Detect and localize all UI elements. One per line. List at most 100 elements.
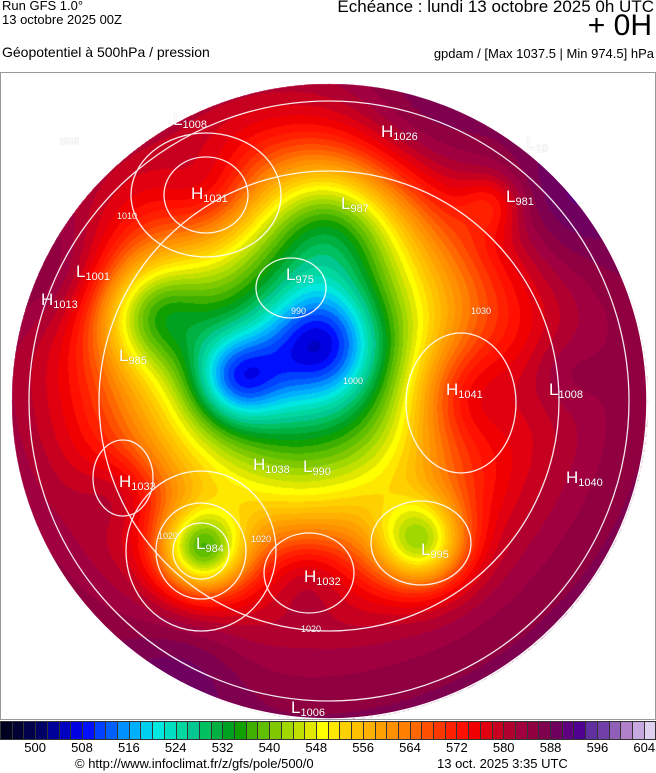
color-cell bbox=[176, 722, 189, 739]
center-value: 10 bbox=[535, 143, 548, 155]
center-value: 1031 bbox=[203, 193, 228, 205]
scale-tick: 572 bbox=[445, 740, 468, 755]
center-value: 1008 bbox=[182, 119, 207, 131]
center-type: H bbox=[119, 472, 132, 491]
center-value: 1038 bbox=[265, 464, 290, 476]
color-cell bbox=[246, 722, 259, 739]
isobar bbox=[405, 332, 517, 474]
scale-tick: 524 bbox=[164, 740, 187, 755]
center-type: L bbox=[526, 134, 536, 153]
center-value: 1008 bbox=[558, 389, 583, 401]
geopotential-field bbox=[1, 73, 655, 719]
forecast-offset: + 0H bbox=[587, 9, 652, 42]
scale-tick: 588 bbox=[539, 740, 562, 755]
color-cell bbox=[375, 722, 388, 739]
isobar bbox=[163, 156, 249, 234]
center-type: L bbox=[549, 380, 559, 399]
isobar bbox=[28, 100, 630, 702]
center-value: 1041 bbox=[458, 389, 483, 401]
center-value: 1006 bbox=[300, 707, 325, 719]
isobar-label: 1030 bbox=[471, 306, 492, 316]
center-value: 981 bbox=[515, 196, 534, 208]
scale-tick: 548 bbox=[305, 740, 328, 755]
high-pressure-center: H1041 bbox=[446, 381, 483, 404]
low-pressure-center: L1001 bbox=[76, 263, 110, 286]
color-cell bbox=[94, 722, 107, 739]
color-cell bbox=[281, 722, 294, 739]
scale-tick: 500 bbox=[24, 740, 46, 755]
high-pressure-center: H1013 bbox=[41, 291, 78, 314]
scale-tick: 516 bbox=[117, 740, 140, 755]
isobar bbox=[155, 502, 247, 600]
color-cell bbox=[504, 722, 516, 739]
low-pressure-center: L975 bbox=[286, 266, 314, 289]
color-cell bbox=[199, 722, 212, 739]
center-value: 995 bbox=[430, 549, 449, 561]
color-cell bbox=[118, 722, 130, 739]
high-pressure-center: H1033 bbox=[119, 473, 156, 496]
low-pressure-center: L1006 bbox=[291, 699, 325, 719]
low-pressure-center: L985 bbox=[119, 347, 147, 370]
scale-tick: 532 bbox=[211, 740, 234, 755]
center-value: 990 bbox=[312, 466, 331, 478]
color-scale bbox=[0, 721, 656, 740]
scale-tick: 596 bbox=[586, 740, 609, 755]
scale-tick: 564 bbox=[399, 740, 421, 755]
center-value: 1040 bbox=[578, 477, 603, 489]
color-cell bbox=[457, 722, 470, 739]
color-cell bbox=[153, 722, 165, 739]
color-cell bbox=[644, 722, 656, 739]
credit-link[interactable]: © http://www.infoclimat.fr/z/gfs/pole/50… bbox=[75, 756, 314, 771]
color-cell bbox=[562, 722, 575, 739]
high-pressure-center: H1031 bbox=[191, 185, 228, 208]
isobar-label: 1020 bbox=[158, 531, 179, 541]
center-type: H bbox=[446, 380, 459, 399]
color-cell bbox=[586, 722, 598, 739]
center-value: 984 bbox=[205, 543, 224, 555]
color-cell bbox=[316, 722, 329, 739]
color-cell bbox=[188, 722, 200, 739]
center-value: 1032 bbox=[316, 576, 341, 588]
scale-tick: 540 bbox=[258, 740, 281, 755]
color-cell bbox=[164, 722, 177, 739]
color-cell bbox=[410, 722, 423, 739]
center-type: L bbox=[173, 110, 183, 129]
low-pressure-center: L1008 bbox=[549, 381, 583, 404]
scale-tick: 556 bbox=[352, 740, 374, 755]
color-cell bbox=[305, 722, 317, 739]
forecast-time: Echéance : lundi 13 octobre 2025 0h UTC bbox=[337, 0, 654, 16]
color-cell bbox=[71, 722, 83, 739]
color-cell bbox=[24, 722, 37, 739]
isobar-label: 1020 bbox=[301, 624, 322, 634]
center-value: 1026 bbox=[393, 131, 418, 143]
low-pressure-center: L984 bbox=[196, 535, 224, 558]
color-cell bbox=[434, 722, 446, 739]
map-edge bbox=[10, 82, 648, 719]
color-cell bbox=[106, 722, 119, 739]
isobar-label: 990 bbox=[291, 306, 307, 316]
center-type: H bbox=[41, 290, 54, 309]
high-pressure-center: H1026 bbox=[381, 123, 418, 146]
color-cell bbox=[515, 722, 528, 739]
polar-map: L1008 H1031 H1026 L10 L987 L981 L1001 H1013 L975… bbox=[0, 72, 656, 720]
color-cell bbox=[445, 722, 458, 739]
run-date: 13 octobre 2025 00Z bbox=[2, 12, 122, 27]
color-cell bbox=[235, 722, 247, 739]
center-value: 1013 bbox=[53, 299, 78, 311]
isobar bbox=[370, 500, 472, 586]
color-cell bbox=[293, 722, 306, 739]
color-cell bbox=[387, 722, 399, 739]
isobar-label: 1020 bbox=[251, 534, 272, 544]
center-type: L bbox=[196, 534, 206, 553]
isobar bbox=[263, 532, 355, 614]
isobar-label: 1010 bbox=[59, 136, 80, 146]
color-cell bbox=[129, 722, 142, 739]
isobar bbox=[92, 439, 154, 517]
color-cell bbox=[398, 722, 411, 739]
high-pressure-center: H1032 bbox=[304, 568, 341, 591]
center-type: L bbox=[119, 346, 129, 365]
low-pressure-center: L981 bbox=[506, 188, 534, 211]
center-type: H bbox=[566, 468, 579, 487]
center-type: H bbox=[304, 567, 317, 586]
center-type: L bbox=[76, 262, 86, 281]
